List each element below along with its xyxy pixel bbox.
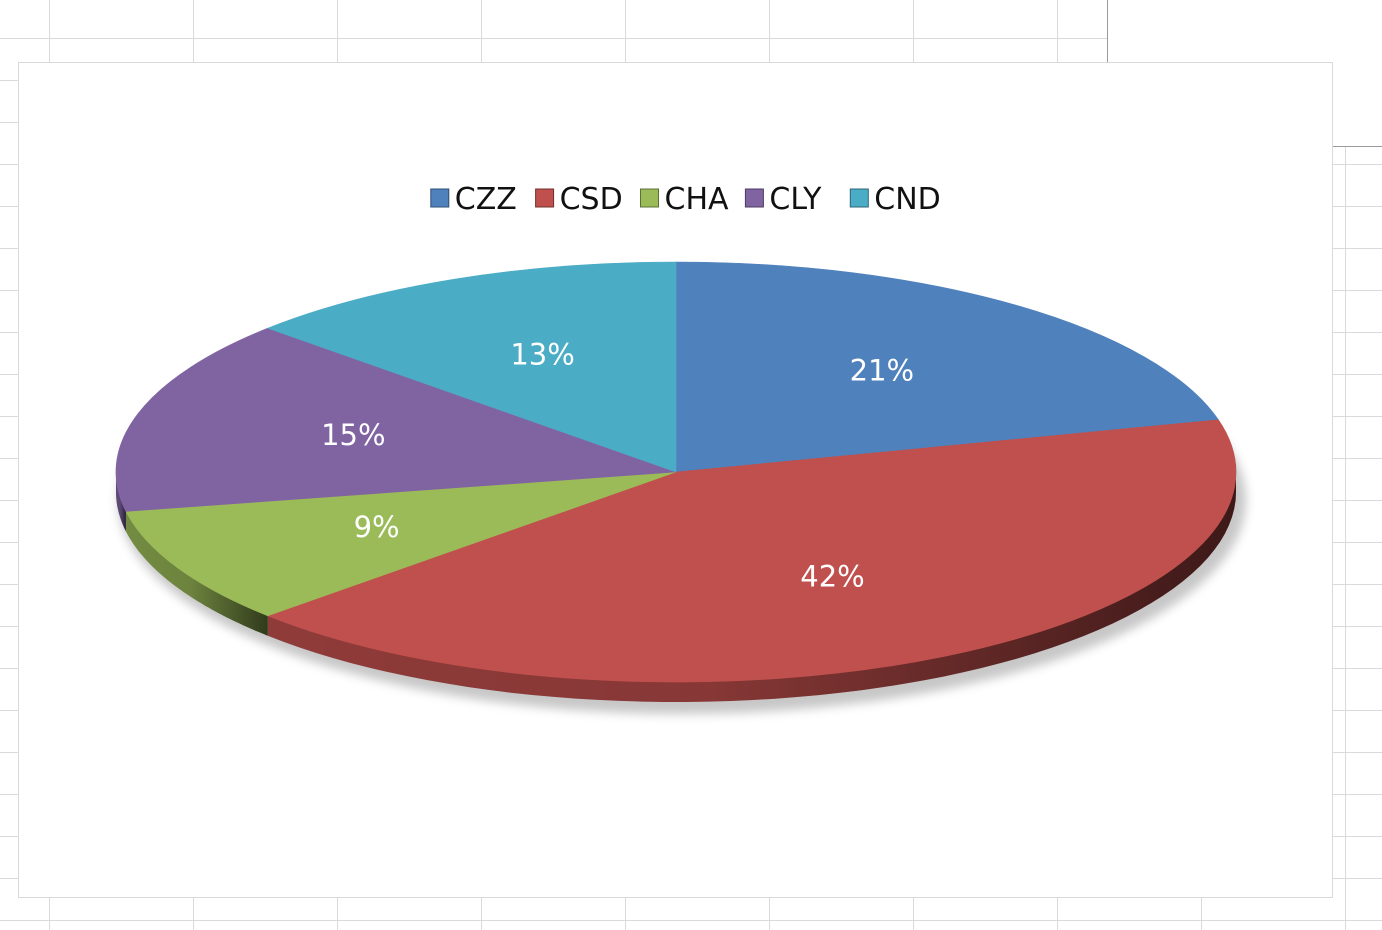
legend-item-csd: CSD (535, 182, 623, 217)
slice-cnd[interactable] (266, 261, 677, 473)
legend-swatch-czz (430, 188, 450, 208)
side-wall-shade-cha (125, 511, 268, 636)
side-wall-shade-cly (116, 472, 126, 532)
legend-swatch-csd (535, 188, 555, 208)
pie-side-walls (116, 472, 1236, 702)
slice-cly[interactable] (115, 327, 677, 512)
data-label-csd: 42% (800, 560, 864, 594)
data-label-cly: 15% (321, 418, 385, 452)
legend-swatch-cly (744, 188, 764, 208)
slice-cha[interactable] (125, 471, 677, 617)
legend-swatch-cha (640, 188, 659, 208)
legend-label-cnd: CND (874, 182, 941, 217)
slice-czz[interactable] (675, 261, 1219, 473)
legend-item-cly: CLY (744, 182, 822, 217)
legend-label-cly: CLY (769, 182, 822, 217)
legend: CZZ CSD CHA CLY CND (430, 182, 941, 217)
legend-item-cha: CHA (640, 182, 730, 217)
data-label-cha: 9% (354, 510, 400, 544)
legend-label-csd: CSD (560, 182, 623, 217)
data-labels: 21% 42% 9% 15% 13% (321, 337, 914, 593)
legend-item-cnd: CND (849, 182, 941, 217)
legend-label-cha: CHA (665, 182, 730, 217)
legend-label-czz: CZZ (455, 182, 517, 217)
legend-swatch-cnd (849, 188, 869, 208)
slice-csd[interactable] (266, 419, 1237, 683)
legend-item-czz: CZZ (430, 182, 517, 217)
data-label-czz: 21% (850, 353, 914, 387)
pie-slices (115, 261, 1237, 683)
data-label-cnd: 13% (510, 337, 574, 371)
